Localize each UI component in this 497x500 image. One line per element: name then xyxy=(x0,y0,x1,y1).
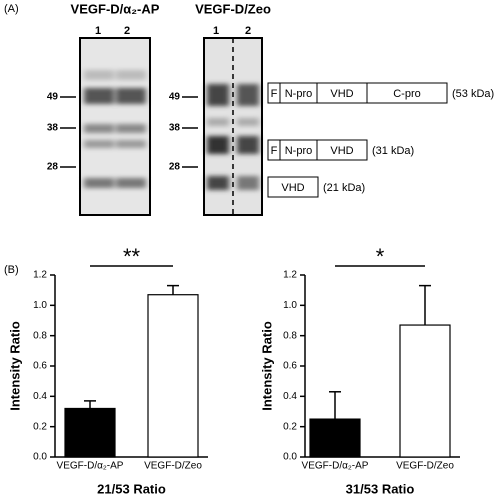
y-tick-label: 1.2 xyxy=(33,270,47,281)
bar xyxy=(309,418,361,458)
marker-label: 38 xyxy=(169,123,181,134)
y-tick-label: 0.4 xyxy=(33,391,47,402)
marker-label: 49 xyxy=(47,92,59,103)
y-tick-label: 0.6 xyxy=(283,361,297,372)
marker-label: 28 xyxy=(169,162,181,173)
y-tick-label: 1.2 xyxy=(283,270,297,281)
blot-title: VEGF-D/Zeo xyxy=(195,1,271,16)
marker-label: 28 xyxy=(47,162,59,173)
y-tick-label: 0.2 xyxy=(33,421,47,432)
y-tick-label: 0.0 xyxy=(283,452,297,463)
construct-size: (21 kDa) xyxy=(323,182,365,194)
lane-label: 1 xyxy=(213,25,219,37)
x-axis-label: 31/53 Ratio xyxy=(346,481,415,496)
marker-label: 38 xyxy=(47,123,59,134)
blot-images xyxy=(79,37,263,216)
y-axis-label: Intensity Ratio xyxy=(7,321,22,411)
construct-segment xyxy=(366,82,448,104)
blot-title: VEGF-D/α₂-AP xyxy=(71,1,160,16)
marker-label: 49 xyxy=(169,92,181,103)
construct-segment xyxy=(316,139,368,161)
x-tick-label: VEGF-D/Zeo xyxy=(396,461,454,472)
y-tick-label: 0.6 xyxy=(33,361,47,372)
bands xyxy=(84,70,146,188)
bar xyxy=(64,407,116,458)
y-tick-label: 0.8 xyxy=(33,330,47,341)
segment-label: VHD xyxy=(281,182,304,194)
construct-segment xyxy=(267,176,319,198)
x-tick-label: VEGF-D/α₂-AP xyxy=(302,461,369,472)
x-tick-label: VEGF-D/Zeo xyxy=(144,461,202,472)
construct-size: (53 kDa) xyxy=(452,88,494,100)
lane-label: 2 xyxy=(245,25,251,37)
y-tick-label: 1.0 xyxy=(33,300,47,311)
bands xyxy=(207,84,259,190)
y-axis-label: Intensity Ratio xyxy=(259,321,274,411)
x-tick-label: VEGF-D/α₂-AP xyxy=(57,461,124,472)
significance: * xyxy=(376,244,385,269)
y-tick-label: 0.2 xyxy=(283,421,297,432)
y-tick-label: 0.8 xyxy=(283,330,297,341)
y-tick-label: 0.0 xyxy=(33,452,47,463)
segment-label: N-pro xyxy=(285,145,313,157)
construct-size: (31 kDa) xyxy=(372,145,414,157)
segment-label: VHD xyxy=(330,88,353,100)
significance: ** xyxy=(123,244,141,269)
y-tick-label: 1.0 xyxy=(283,300,297,311)
segment-label: N-pro xyxy=(285,88,313,100)
x-axis-label: 21/53 Ratio xyxy=(97,481,166,496)
segment-label: F xyxy=(271,88,278,100)
panel-label: (A) xyxy=(4,3,19,15)
panel-label: (B) xyxy=(4,264,19,276)
y-tick-label: 0.4 xyxy=(283,391,297,402)
lane-label: 2 xyxy=(124,25,130,37)
bar xyxy=(399,324,451,458)
lane-label: 1 xyxy=(95,25,101,37)
bar xyxy=(147,294,199,458)
blot-frame xyxy=(79,37,151,216)
segment-label: F xyxy=(271,145,278,157)
segment-label: VHD xyxy=(330,145,353,157)
segment-label: C-pro xyxy=(393,88,421,100)
